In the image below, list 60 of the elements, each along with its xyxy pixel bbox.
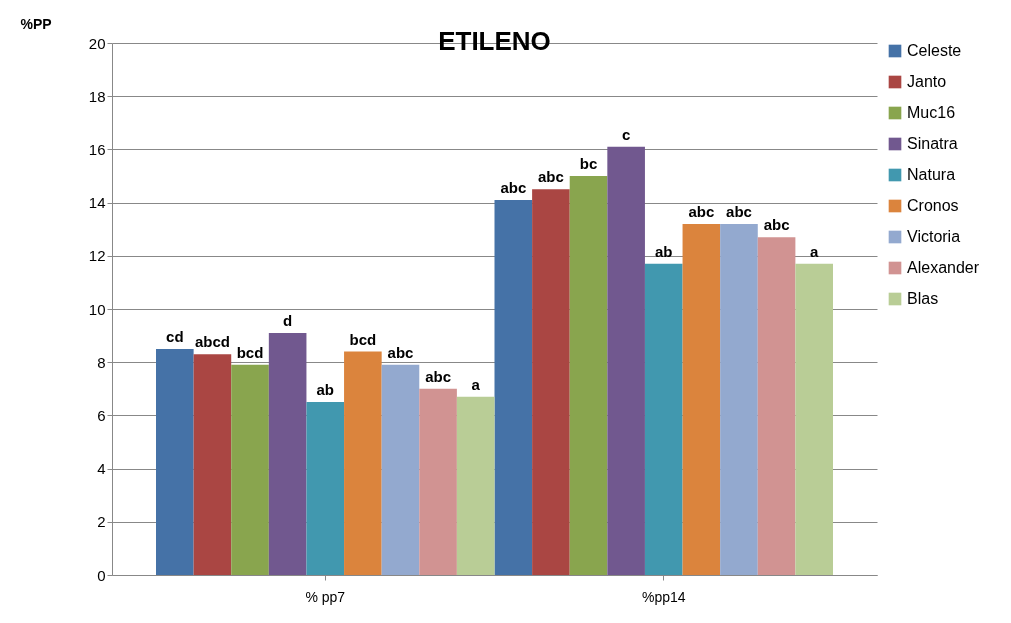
y-tick-label: 6 (97, 406, 106, 424)
legend-label: Janto (907, 73, 947, 90)
y-tick-label: 8 (97, 353, 106, 371)
bar (193, 354, 232, 575)
y-tick-label: 18 (88, 87, 106, 105)
bar (268, 332, 307, 575)
legend-label: Celeste (907, 42, 962, 59)
y-tick-label: 4 (97, 460, 106, 478)
data-label: abc (425, 367, 452, 385)
y-tick-label: 10 (88, 300, 106, 318)
y-axis-title: %PP (20, 15, 52, 32)
bar (532, 189, 570, 575)
bar (381, 364, 420, 575)
legend-label: Cronos (907, 197, 959, 214)
y-tick-label: 12 (88, 247, 106, 265)
legend-label: Muc16 (907, 104, 956, 121)
y-tick-label: 2 (97, 513, 106, 531)
data-label: abc (537, 168, 564, 186)
data-label: ab (316, 381, 335, 399)
data-label: abcd (194, 333, 230, 351)
data-label: a (471, 375, 481, 393)
data-label: abc (688, 202, 715, 220)
data-label: bcd (236, 343, 264, 361)
bar (757, 237, 796, 575)
bar (306, 402, 345, 575)
y-tick-label: 14 (88, 194, 106, 212)
data-label: bcd (349, 330, 377, 348)
legend-label: Victoria (907, 228, 961, 245)
y-tick-label: 16 (88, 140, 106, 158)
bar (644, 263, 683, 575)
legend-label: Alexander (907, 259, 980, 276)
legend-label: Blas (907, 290, 939, 307)
bar (456, 396, 495, 575)
y-tick-label: 20 (88, 34, 106, 52)
data-label: bc (579, 155, 598, 172)
data-label: a (810, 242, 820, 260)
bar (494, 199, 533, 575)
data-label: abc (387, 343, 414, 361)
legend-label: Natura (907, 166, 956, 183)
bar (607, 146, 645, 575)
legend-label: Sinatra (907, 135, 958, 152)
bar (795, 263, 833, 575)
bar (231, 364, 269, 575)
x-tick-label: %pp14 (641, 588, 686, 605)
data-label: c (621, 125, 631, 143)
bar (682, 223, 721, 575)
bar (344, 351, 382, 575)
y-tick-label: 0 (97, 566, 106, 584)
bar (419, 388, 457, 575)
data-label: abc (726, 202, 752, 220)
data-label: d (283, 311, 293, 329)
bar (156, 348, 194, 575)
data-label: abc (500, 178, 527, 196)
chart-title: ETILENO (438, 26, 551, 56)
data-label: ab (654, 242, 673, 260)
bar (569, 176, 608, 575)
bar (720, 223, 758, 575)
x-tick-label: % pp7 (305, 588, 346, 605)
data-label: abc (763, 216, 790, 234)
data-label: cd (166, 327, 184, 345)
